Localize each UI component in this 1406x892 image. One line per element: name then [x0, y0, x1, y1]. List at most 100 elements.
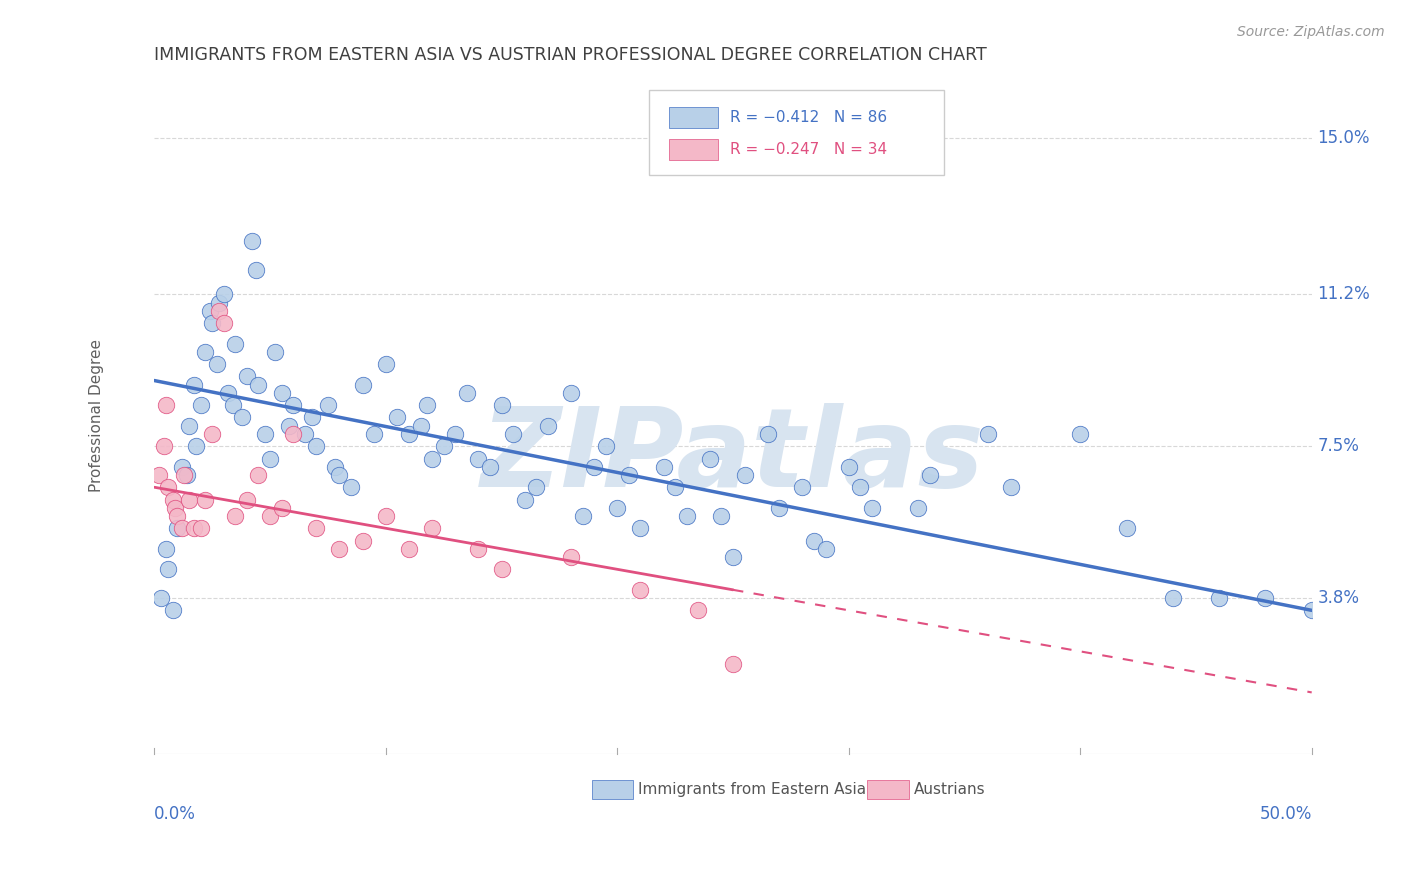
Text: IMMIGRANTS FROM EASTERN ASIA VS AUSTRIAN PROFESSIONAL DEGREE CORRELATION CHART: IMMIGRANTS FROM EASTERN ASIA VS AUSTRIAN…	[155, 46, 987, 64]
Text: R = −​0.247   N = 34: R = −​0.247 N = 34	[730, 142, 887, 157]
Point	[1161, 591, 1184, 605]
Point	[294, 426, 316, 441]
Point	[190, 398, 212, 412]
Point	[1208, 591, 1230, 605]
Point	[198, 303, 221, 318]
Point	[583, 459, 606, 474]
Point	[491, 562, 513, 576]
Point	[162, 603, 184, 617]
Point	[245, 262, 267, 277]
FancyBboxPatch shape	[669, 138, 718, 161]
Point	[231, 410, 253, 425]
Point	[162, 492, 184, 507]
FancyBboxPatch shape	[648, 90, 943, 175]
Point	[283, 398, 305, 412]
Point	[444, 426, 467, 441]
Point	[205, 357, 228, 371]
Point	[387, 410, 409, 425]
Point	[217, 385, 239, 400]
Point	[792, 480, 814, 494]
Point	[212, 316, 235, 330]
Point	[184, 439, 207, 453]
Point	[688, 603, 710, 617]
Point	[283, 426, 305, 441]
Point	[652, 459, 675, 474]
Point	[316, 398, 339, 412]
Point	[305, 439, 328, 453]
Point	[323, 459, 346, 474]
Point	[148, 467, 170, 482]
Point	[606, 500, 628, 515]
Point	[976, 426, 998, 441]
Point	[675, 508, 697, 523]
Point	[1254, 591, 1277, 605]
FancyBboxPatch shape	[592, 780, 634, 799]
Point	[398, 426, 420, 441]
Point	[177, 418, 200, 433]
Point	[340, 480, 363, 494]
Point	[628, 521, 651, 535]
Point	[768, 500, 790, 515]
Point	[201, 316, 224, 330]
Point	[838, 459, 860, 474]
Point	[177, 492, 200, 507]
Point	[176, 467, 198, 482]
Point	[734, 467, 756, 482]
Point	[190, 521, 212, 535]
Point	[150, 591, 173, 605]
Point	[152, 439, 174, 453]
Point	[409, 418, 432, 433]
Point	[513, 492, 536, 507]
Point	[352, 533, 374, 548]
Point	[224, 508, 246, 523]
Point	[157, 562, 180, 576]
Text: 11.2%: 11.2%	[1317, 285, 1371, 303]
Point	[803, 533, 825, 548]
Text: 50.0%: 50.0%	[1260, 805, 1312, 822]
Point	[456, 385, 478, 400]
Point	[263, 344, 285, 359]
Point	[155, 541, 177, 556]
Point	[212, 287, 235, 301]
Point	[560, 385, 582, 400]
Point	[918, 467, 941, 482]
Text: 7.5%: 7.5%	[1317, 437, 1360, 455]
Point	[363, 426, 385, 441]
Text: R = −​0.412   N = 86: R = −​0.412 N = 86	[730, 110, 887, 125]
Point	[194, 344, 217, 359]
Point	[1000, 480, 1022, 494]
Point	[664, 480, 686, 494]
Point	[301, 410, 323, 425]
Point	[617, 467, 640, 482]
Point	[420, 521, 443, 535]
Point	[560, 549, 582, 564]
Point	[420, 451, 443, 466]
Point	[374, 508, 396, 523]
Point	[157, 480, 180, 494]
Point	[247, 377, 270, 392]
Point	[236, 369, 259, 384]
Point	[305, 521, 328, 535]
Text: 0.0%: 0.0%	[155, 805, 197, 822]
Point	[352, 377, 374, 392]
Point	[502, 426, 524, 441]
Point	[628, 582, 651, 597]
Point	[270, 385, 292, 400]
Point	[721, 657, 744, 671]
Text: Immigrants from Eastern Asia: Immigrants from Eastern Asia	[638, 782, 866, 797]
Point	[259, 451, 281, 466]
Point	[277, 418, 299, 433]
Point	[1115, 521, 1137, 535]
Point	[254, 426, 277, 441]
Point	[328, 467, 350, 482]
Point	[756, 426, 779, 441]
Text: Austrians: Austrians	[914, 782, 986, 797]
Point	[165, 500, 187, 515]
Point	[467, 541, 489, 556]
Point	[247, 467, 270, 482]
Point	[467, 451, 489, 466]
Point	[1301, 603, 1323, 617]
Point	[166, 521, 188, 535]
Text: Professional Degree: Professional Degree	[89, 339, 104, 491]
Point	[907, 500, 929, 515]
